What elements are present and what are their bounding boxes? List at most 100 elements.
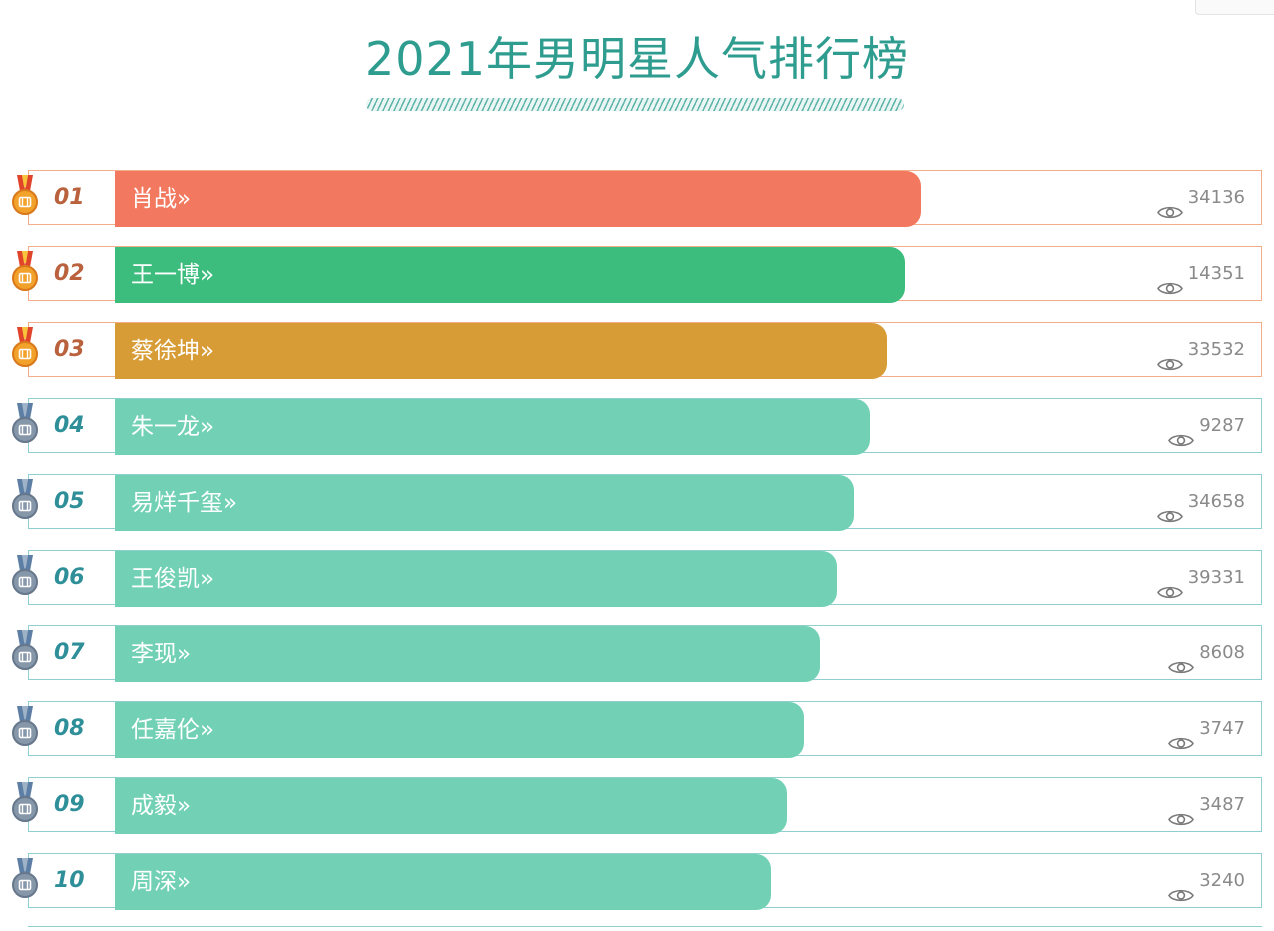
- double-chevron-right-icon: »: [200, 338, 215, 364]
- double-chevron-right-icon: »: [200, 262, 215, 288]
- rank-number: 08: [54, 716, 85, 741]
- view-count-value: 8608: [1199, 642, 1245, 663]
- rank-number: 06: [54, 565, 85, 590]
- eye-icon: [1168, 720, 1195, 750]
- view-count: 9287: [1168, 399, 1245, 452]
- popularity-bar[interactable]: 朱一龙»: [115, 399, 870, 455]
- rank-number: 01: [54, 185, 85, 210]
- view-count: 3240: [1168, 854, 1245, 907]
- double-chevron-right-icon: »: [177, 793, 192, 819]
- view-count-value: 39331: [1187, 567, 1245, 588]
- view-count-value: 34136: [1187, 187, 1245, 208]
- popularity-bar[interactable]: 肖战»: [115, 171, 921, 227]
- rank-number: 07: [54, 640, 85, 665]
- popularity-bar[interactable]: 成毅»: [115, 778, 787, 834]
- title-underline: [366, 98, 904, 111]
- silver-medal-icon: [11, 555, 39, 599]
- popularity-bar[interactable]: 王俊凯»: [115, 551, 837, 607]
- star-name-link[interactable]: 王俊凯»: [131, 551, 214, 607]
- view-count: 8608: [1168, 626, 1245, 679]
- view-count: 3487: [1168, 778, 1245, 831]
- corner-widget: [1195, 0, 1274, 15]
- page-title: 2021年男明星人气排行榜: [364, 32, 910, 86]
- view-count-value: 3240: [1199, 870, 1245, 891]
- view-count-value: 34658: [1187, 491, 1245, 512]
- star-name-link[interactable]: 成毅»: [131, 778, 191, 834]
- eye-icon: [1168, 796, 1195, 826]
- double-chevron-right-icon: »: [200, 566, 215, 592]
- star-name-link[interactable]: 肖战»: [131, 171, 191, 227]
- double-chevron-right-icon: »: [200, 717, 215, 743]
- star-name-link[interactable]: 李现»: [131, 626, 191, 682]
- star-name: 成毅: [131, 793, 177, 819]
- star-name-link[interactable]: 易烊千玺»: [131, 475, 237, 531]
- double-chevron-right-icon: »: [177, 641, 192, 667]
- silver-medal-icon: [11, 706, 39, 750]
- popularity-bar[interactable]: 李现»: [115, 626, 820, 682]
- eye-icon: [1156, 569, 1183, 599]
- silver-medal-icon: [11, 630, 39, 674]
- view-count-value: 9287: [1199, 415, 1245, 436]
- eye-icon: [1156, 189, 1183, 219]
- rank-number: 10: [54, 868, 85, 893]
- star-name: 蔡徐坤: [131, 338, 200, 364]
- gold-medal-icon: [11, 327, 39, 371]
- view-count: 34136: [1156, 171, 1245, 224]
- gold-medal-icon: [11, 251, 39, 295]
- view-count: 3747: [1168, 702, 1245, 755]
- silver-medal-icon: [11, 858, 39, 902]
- double-chevron-right-icon: »: [177, 869, 192, 895]
- double-chevron-right-icon: »: [223, 490, 238, 516]
- rank-number: 02: [54, 261, 85, 286]
- eye-icon: [1156, 341, 1183, 371]
- star-name: 易烊千玺: [131, 490, 223, 516]
- rank-number: 05: [54, 489, 85, 514]
- star-name: 王一博: [131, 262, 200, 288]
- view-count: 14351: [1156, 247, 1245, 300]
- view-count-value: 3747: [1199, 718, 1245, 739]
- ranking-row: 03 蔡徐坤» 33532: [12, 322, 1262, 379]
- ranking-row: 09 成毅» 3487: [12, 777, 1262, 834]
- star-name: 李现: [131, 641, 177, 667]
- ranking-row: 06 王俊凯» 39331: [12, 550, 1262, 607]
- silver-medal-icon: [11, 403, 39, 447]
- star-name: 任嘉伦: [131, 717, 200, 743]
- ranking-row: 10 周深» 3240: [12, 853, 1262, 910]
- eye-icon: [1156, 493, 1183, 523]
- star-name-link[interactable]: 蔡徐坤»: [131, 323, 214, 379]
- popularity-bar[interactable]: 任嘉伦»: [115, 702, 804, 758]
- ranking-row: 05 易烊千玺» 34658: [12, 474, 1262, 531]
- ranking-row: 08 任嘉伦» 3747: [12, 701, 1262, 758]
- star-name: 肖战: [131, 186, 177, 212]
- star-name: 周深: [131, 869, 177, 895]
- popularity-bar[interactable]: 周深»: [115, 854, 771, 910]
- view-count: 39331: [1156, 551, 1245, 604]
- popularity-bar[interactable]: 蔡徐坤»: [115, 323, 887, 379]
- list-row-partial: [28, 926, 1262, 931]
- star-name-link[interactable]: 王一博»: [131, 247, 214, 303]
- silver-medal-icon: [11, 782, 39, 826]
- star-name-link[interactable]: 朱一龙»: [131, 399, 214, 455]
- rank-number: 09: [54, 792, 85, 817]
- view-count-value: 33532: [1187, 339, 1245, 360]
- ranking-row: 07 李现» 8608: [12, 625, 1262, 682]
- star-name: 朱一龙: [131, 414, 200, 440]
- rank-number: 04: [54, 413, 85, 438]
- rank-number: 03: [54, 337, 85, 362]
- view-count: 33532: [1156, 323, 1245, 376]
- eye-icon: [1168, 872, 1195, 902]
- silver-medal-icon: [11, 479, 39, 523]
- star-name-link[interactable]: 任嘉伦»: [131, 702, 214, 758]
- popularity-bar[interactable]: 易烊千玺»: [115, 475, 854, 531]
- ranking-row: 04 朱一龙» 9287: [12, 398, 1262, 455]
- popularity-bar[interactable]: 王一博»: [115, 247, 905, 303]
- view-count-value: 14351: [1187, 263, 1245, 284]
- star-name-link[interactable]: 周深»: [131, 854, 191, 910]
- eye-icon: [1168, 417, 1195, 447]
- double-chevron-right-icon: »: [177, 186, 192, 212]
- gold-medal-icon: [11, 175, 39, 219]
- view-count-value: 3487: [1199, 794, 1245, 815]
- view-count: 34658: [1156, 475, 1245, 528]
- eye-icon: [1168, 644, 1195, 674]
- eye-icon: [1156, 265, 1183, 295]
